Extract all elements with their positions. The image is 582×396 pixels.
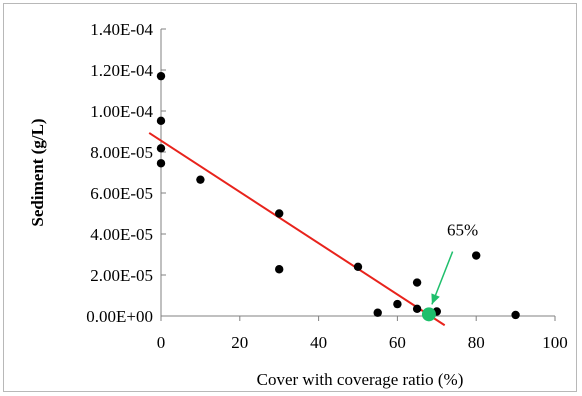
data-point xyxy=(373,308,382,317)
highlight-point xyxy=(421,307,436,322)
x-tick-label: 60 xyxy=(389,333,406,352)
y-tick-label: 1.00E-04 xyxy=(90,102,153,121)
scatter-chart: 0.00E+00 2.00E-05 4.00E-05 6.00E-05 8.00E-05… xyxy=(28,20,568,389)
data-point xyxy=(156,159,166,168)
data-point xyxy=(393,299,402,309)
x-tick-label: 0 xyxy=(157,333,166,352)
data-point xyxy=(511,310,520,320)
data-point xyxy=(156,71,166,81)
x-tick-label: 100 xyxy=(542,333,568,352)
chart-frame: 0.00E+00 2.00E-05 4.00E-05 6.00E-05 8.00E-05… xyxy=(3,3,577,392)
y-tick-label: 1.20E-04 xyxy=(90,61,153,80)
data-point xyxy=(412,304,422,314)
x-axis-label: Cover with coverage ratio (%) xyxy=(257,370,464,389)
data-point xyxy=(275,209,284,218)
data-point xyxy=(412,278,422,287)
data-point xyxy=(196,175,205,184)
y-tick-label: 0.00E+00 xyxy=(86,307,153,326)
y-tick-label: 4.00E-05 xyxy=(90,225,153,244)
y-axis-label: Sediment (g/L) xyxy=(28,118,47,226)
y-tick-label: 1.40E-04 xyxy=(90,20,153,39)
y-tick-label: 8.00E-05 xyxy=(90,143,153,162)
data-point xyxy=(156,144,166,153)
data-point xyxy=(353,262,363,271)
x-tick-label: 40 xyxy=(310,333,327,352)
y-tick-label: 2.00E-05 xyxy=(90,266,153,285)
x-tick-label: 20 xyxy=(231,333,248,352)
x-tick-label: 80 xyxy=(468,333,485,352)
annotation-label: 65% xyxy=(447,221,478,240)
annotation-arrow-head xyxy=(431,293,440,305)
data-point xyxy=(275,265,284,274)
y-tick-label: 6.00E-05 xyxy=(90,184,153,203)
data-point xyxy=(156,116,166,126)
trend-line xyxy=(148,132,446,327)
data-point xyxy=(472,251,481,260)
